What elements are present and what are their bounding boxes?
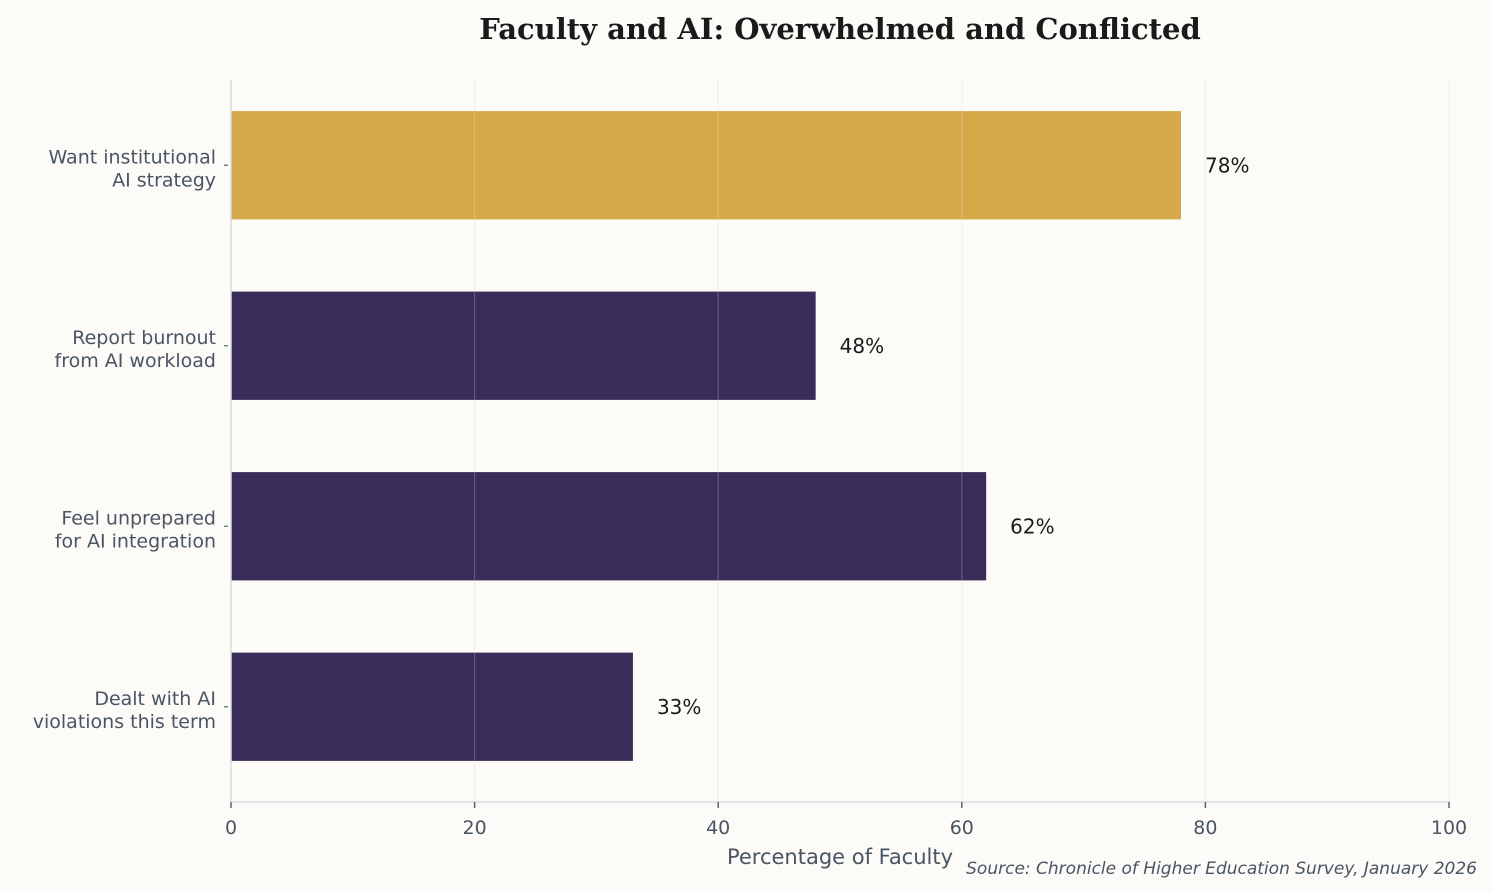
x-ticks: 0 20 40 60 80 100 (225, 802, 1467, 839)
x-tick-label: 80 (1193, 817, 1217, 839)
category-label-line: for AI integration (55, 530, 216, 552)
bar (231, 652, 633, 761)
x-tick-label: 20 (463, 817, 487, 839)
grid-overlay (474, 80, 1450, 802)
category-label-line: AI strategy (112, 169, 216, 191)
source-note: Source: Chronicle of Higher Education Su… (966, 859, 1477, 879)
data-label: 62% (1010, 514, 1054, 538)
x-tick-label: 100 (1431, 817, 1467, 839)
x-tick-label: 60 (950, 817, 974, 839)
bar (231, 111, 1182, 220)
x-axis-label: Percentage of Faculty (727, 845, 953, 869)
bar (231, 472, 987, 581)
category-label: Dealt with AI violations this term (33, 688, 216, 733)
category-label-line: Want institutional (48, 146, 216, 168)
category-label-line: from AI workload (55, 350, 216, 372)
x-tick-label: 0 (225, 817, 237, 839)
category-label-line: violations this term (33, 711, 216, 733)
category-label: Feel unprepared for AI integration (55, 507, 216, 552)
category-label-line: Feel unprepared (61, 507, 216, 529)
category-label: Want institutional AI strategy (48, 146, 216, 191)
chart-title: Faculty and AI: Overwhelmed and Conflict… (479, 12, 1201, 46)
bars (231, 111, 1182, 761)
data-labels: 78% 48% 62% 33% (657, 153, 1250, 719)
category-labels: Want institutional AI strategy Report burn… (33, 146, 228, 733)
category-label-line: Dealt with AI (94, 688, 216, 710)
category-label: Report burnout from AI workload (55, 327, 216, 372)
x-tick-label: 40 (706, 817, 730, 839)
bar (231, 291, 816, 400)
category-label-line: Report burnout (72, 327, 216, 349)
data-label: 48% (840, 334, 884, 358)
data-label: 33% (657, 695, 701, 719)
data-label: 78% (1205, 153, 1249, 177)
